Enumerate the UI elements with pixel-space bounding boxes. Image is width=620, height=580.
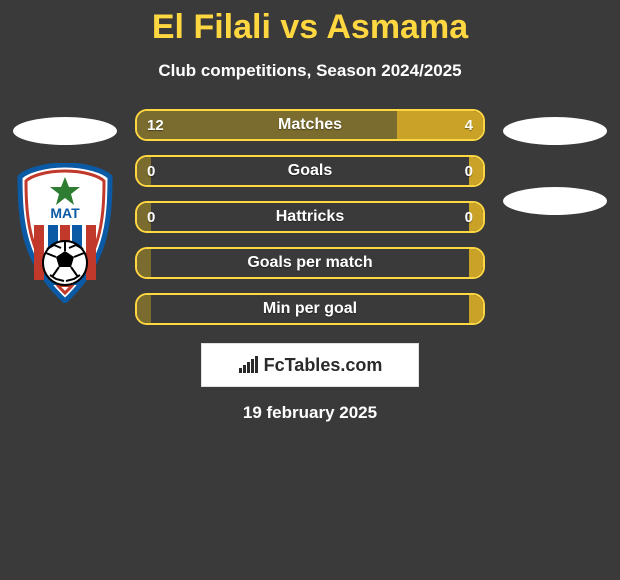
stat-bar-label: Matches bbox=[137, 111, 483, 139]
stat-bar-label: Goals bbox=[137, 157, 483, 185]
stat-bar: Goals0 0 bbox=[135, 155, 485, 187]
left-column: MAT bbox=[5, 109, 125, 303]
stat-bar-value-left: 0 bbox=[147, 157, 155, 185]
stat-bar-value-right: 4 bbox=[465, 111, 473, 139]
page-subtitle: Club competitions, Season 2024/2025 bbox=[0, 61, 620, 81]
stat-bars: Matches124Goals00Hattricks00Goals per ma… bbox=[135, 109, 485, 325]
source-logo-box: FcTables.com bbox=[201, 343, 419, 387]
stat-bar-label: Goals per match bbox=[137, 249, 483, 277]
stat-bar-value-right: 0 bbox=[465, 157, 473, 185]
infographic-root: El Filali vs Asmama Club competitions, S… bbox=[0, 0, 620, 423]
player-oval-right-bottom bbox=[503, 187, 607, 215]
stat-bar: Hattricks0 0 bbox=[135, 201, 485, 233]
main-row: MAT bbox=[0, 109, 620, 325]
bars-icon bbox=[238, 356, 260, 374]
page-title: El Filali vs Asmama bbox=[0, 8, 620, 47]
stat-bar: Matches12 4 bbox=[135, 109, 485, 141]
stat-bar: Min per goal bbox=[135, 293, 485, 325]
stat-bar-value-left: 0 bbox=[147, 203, 155, 231]
stat-bar-label: Min per goal bbox=[137, 295, 483, 323]
date-text: 19 february 2025 bbox=[0, 403, 620, 423]
player-oval-right-top bbox=[503, 117, 607, 145]
stat-bar-value-right: 0 bbox=[465, 203, 473, 231]
right-column bbox=[495, 109, 615, 215]
stat-bar-value-left: 12 bbox=[147, 111, 164, 139]
source-logo: FcTables.com bbox=[238, 355, 383, 376]
source-logo-text: FcTables.com bbox=[264, 355, 383, 376]
svg-text:MAT: MAT bbox=[50, 205, 80, 221]
player-oval-left bbox=[13, 117, 117, 145]
club-badge-left: MAT bbox=[14, 163, 116, 303]
stat-bar: Goals per match bbox=[135, 247, 485, 279]
stat-bar-label: Hattricks bbox=[137, 203, 483, 231]
